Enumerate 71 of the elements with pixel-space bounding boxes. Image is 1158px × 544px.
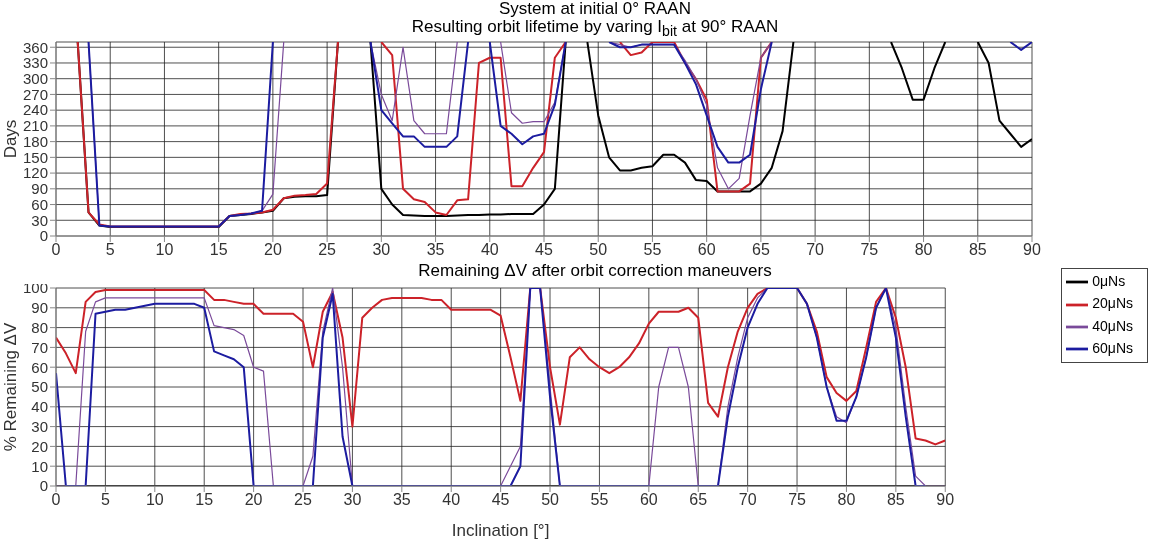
x-tick-label: 10 bbox=[145, 491, 164, 509]
x-tick-label: 85 bbox=[968, 241, 987, 259]
x-tick-label: 15 bbox=[209, 241, 228, 259]
legend-label: 40μNs bbox=[1092, 317, 1133, 334]
y-tick-label: 60 bbox=[31, 358, 48, 376]
y-tick-label: 90 bbox=[31, 299, 48, 317]
y-tick-label: 180 bbox=[22, 132, 48, 150]
y-tick-label: 270 bbox=[22, 85, 48, 103]
y-tick-label: 50 bbox=[31, 378, 48, 396]
x-tick-label: 30 bbox=[372, 241, 391, 259]
y-tick-label: 0 bbox=[39, 227, 48, 245]
x-tick-label: 85 bbox=[886, 491, 905, 509]
x-tick-label: 20 bbox=[244, 491, 263, 509]
x-tick-label: 55 bbox=[643, 241, 662, 259]
x-tick-label: 45 bbox=[491, 491, 510, 509]
y-tick-label: 210 bbox=[22, 117, 48, 135]
x-tick-label: 45 bbox=[535, 241, 553, 259]
y-tick-label: 80 bbox=[31, 318, 48, 336]
x-tick-label: 30 bbox=[343, 491, 362, 509]
y-tick-label: 60 bbox=[31, 195, 48, 213]
y-tick-label: 70 bbox=[31, 338, 48, 356]
x-tick-label: 35 bbox=[426, 241, 445, 259]
x-tick-label: 55 bbox=[590, 491, 609, 509]
y-axis-title: Days bbox=[1, 119, 21, 159]
legend-label: 20μNs bbox=[1092, 295, 1133, 312]
y-tick-label: 30 bbox=[31, 417, 48, 435]
x-tick-label: 50 bbox=[541, 491, 560, 509]
y-tick-label: 150 bbox=[22, 148, 48, 166]
y-tick-label: 300 bbox=[22, 70, 48, 88]
x-tick-label: 60 bbox=[697, 241, 716, 259]
x-tick-label: 0 bbox=[51, 241, 61, 259]
x-tick-label: 0 bbox=[51, 491, 61, 509]
y-tick-label: 10 bbox=[31, 457, 48, 475]
chart-subtitle: Resulting orbit lifetime by varing I$_{bit}$ at 90° RAAN bbox=[410, 17, 780, 41]
x-tick-label: 40 bbox=[480, 241, 499, 259]
y-tick-label: 90 bbox=[31, 180, 48, 198]
y-tick-label: 240 bbox=[22, 101, 48, 119]
x-tick-label: 70 bbox=[806, 241, 825, 259]
y-tick-label: 360 bbox=[22, 38, 48, 56]
y-tick-label: 0 bbox=[39, 477, 48, 495]
x-axis-title: Inclination [°] bbox=[451, 521, 550, 540]
x-tick-label: 50 bbox=[589, 241, 608, 259]
x-tick-label: 20 bbox=[263, 241, 282, 259]
y-tick-label: 120 bbox=[22, 164, 48, 182]
y-axis-title: % Remaining ΔV bbox=[1, 322, 21, 452]
x-tick-label: 90 bbox=[936, 491, 955, 509]
x-tick-label: 60 bbox=[639, 491, 658, 509]
x-tick-label: 5 bbox=[105, 241, 115, 259]
x-tick-label: 65 bbox=[689, 491, 708, 509]
chart-title: Remaining ΔV after orbit correction maneuvers bbox=[418, 261, 772, 280]
x-tick-label: 25 bbox=[294, 491, 313, 509]
x-tick-label: 75 bbox=[788, 491, 807, 509]
y-tick-label: 40 bbox=[31, 398, 48, 416]
x-tick-label: 80 bbox=[837, 491, 856, 509]
x-tick-label: 40 bbox=[442, 491, 461, 509]
y-tick-label: 330 bbox=[22, 54, 48, 72]
x-tick-label: 15 bbox=[195, 491, 214, 509]
x-tick-label: 35 bbox=[392, 491, 411, 509]
legend-label: 0μNs bbox=[1092, 273, 1126, 289]
x-tick-label: 70 bbox=[738, 491, 757, 509]
x-tick-label: 75 bbox=[860, 241, 879, 259]
x-tick-label: 65 bbox=[751, 241, 770, 259]
y-tick-label: 20 bbox=[31, 437, 48, 455]
chart-title: System at initial 0° RAAN bbox=[498, 0, 692, 18]
x-tick-label: 90 bbox=[1023, 241, 1041, 259]
x-tick-label: 5 bbox=[100, 491, 110, 509]
x-tick-label: 25 bbox=[318, 241, 337, 259]
x-tick-label: 10 bbox=[155, 241, 174, 259]
x-tick-label: 80 bbox=[914, 241, 933, 259]
legend-label: 60μNs bbox=[1092, 339, 1133, 356]
y-tick-label: 30 bbox=[31, 211, 48, 229]
